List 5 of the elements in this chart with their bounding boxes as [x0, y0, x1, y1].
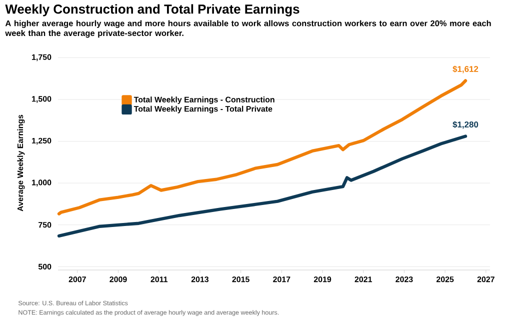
line-series: [57, 134, 468, 238]
annotation: $1,280: [452, 121, 478, 129]
chart-title: Weekly Construction and Total Private Earnings: [5, 4, 300, 16]
chart-subtitle: A higher average hourly wage and more hours available to work allows construction workers to earn over 20% more each week than the average private-sector worker.: [5, 20, 491, 38]
annotation: $1,612: [452, 66, 478, 74]
